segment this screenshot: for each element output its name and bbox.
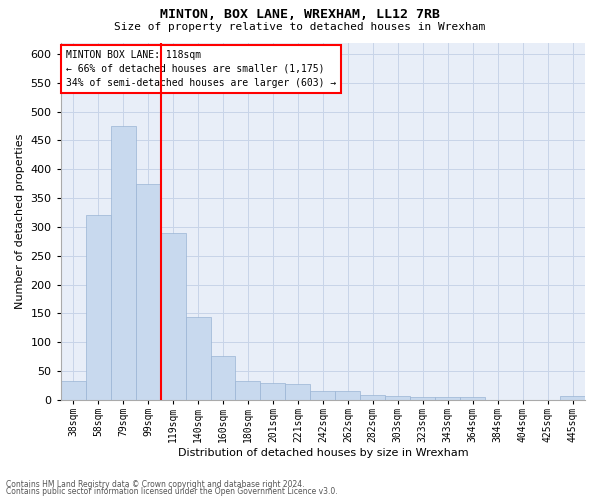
Bar (185, 318, 211, 400)
Bar (161, 232, 185, 400)
Text: MINTON, BOX LANE, WREXHAM, LL12 7RB: MINTON, BOX LANE, WREXHAM, LL12 7RB (160, 8, 440, 20)
Text: MINTON BOX LANE: 118sqm
← 66% of detached houses are smaller (1,175)
34% of semi: MINTON BOX LANE: 118sqm ← 66% of detache… (66, 50, 336, 88)
Text: Contains public sector information licensed under the Open Government Licence v3: Contains public sector information licen… (6, 487, 338, 496)
Bar (110, 126, 136, 400)
Bar (435, 397, 460, 400)
Bar (410, 397, 435, 400)
Bar (460, 397, 485, 400)
Bar (61, 382, 86, 400)
Y-axis label: Number of detached properties: Number of detached properties (15, 134, 25, 309)
Bar (385, 396, 410, 400)
Text: Size of property relative to detached houses in Wrexham: Size of property relative to detached ho… (115, 22, 485, 32)
Bar (286, 384, 310, 400)
Bar (310, 390, 335, 400)
Text: Contains HM Land Registry data © Crown copyright and database right 2024.: Contains HM Land Registry data © Crown c… (6, 480, 305, 489)
Bar (211, 356, 235, 400)
Bar (361, 395, 385, 400)
Bar (136, 184, 161, 400)
Bar (560, 396, 585, 400)
Bar (86, 216, 110, 400)
X-axis label: Distribution of detached houses by size in Wrexham: Distribution of detached houses by size … (178, 448, 468, 458)
Bar (335, 391, 361, 400)
Bar (235, 382, 260, 400)
Bar (260, 383, 286, 400)
